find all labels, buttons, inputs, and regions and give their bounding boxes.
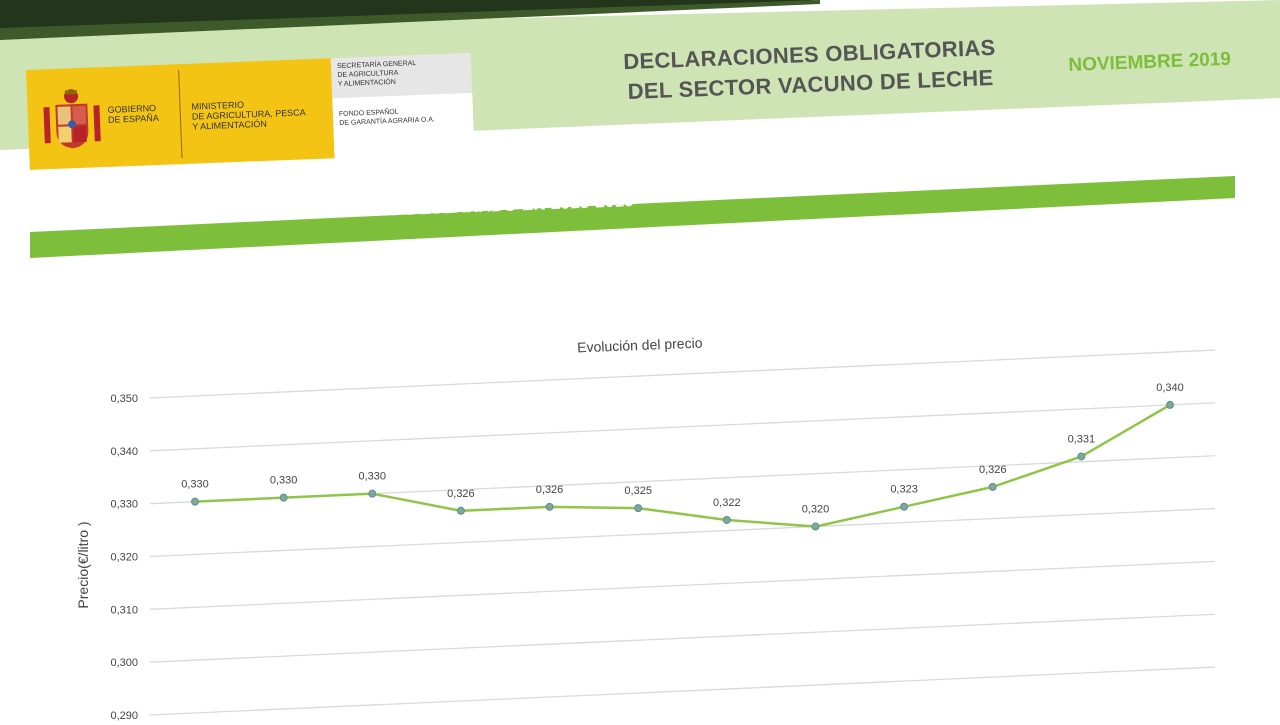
- data-point: [279, 493, 288, 502]
- data-point: [811, 522, 820, 531]
- data-point: [368, 489, 377, 498]
- data-label: 0,326: [979, 464, 1007, 476]
- section-bar-graphic: [30, 176, 1235, 258]
- government-logo-block: GOBIERNO DE ESPAÑA MINISTERIO DE AGRICUL…: [26, 52, 475, 172]
- y-tick-label: 0,340: [110, 446, 138, 458]
- y-tick-label: 0,290: [110, 710, 138, 722]
- y-tick-label: 0,320: [110, 552, 138, 564]
- y-tick-label: 0,330: [110, 499, 138, 511]
- data-point: [456, 506, 465, 515]
- coat-of-arms-icon: [43, 89, 101, 149]
- data-point: [1166, 400, 1174, 409]
- chart-data-labels: 0,330 0,330 0,330 0,326 0,326 0,325 0,322 0,320…: [181, 382, 1184, 516]
- chart-title: Evolución del precio: [577, 335, 703, 356]
- y-tick-label: 0,350: [110, 393, 138, 405]
- chart-points: [191, 400, 1174, 531]
- data-label: 0,330: [359, 471, 387, 483]
- data-point: [1077, 452, 1086, 461]
- data-label: 0,331: [1068, 433, 1096, 445]
- data-point: [722, 515, 731, 524]
- chart-gridlines: [149, 349, 1216, 716]
- data-label: 0,325: [624, 485, 652, 497]
- series-line: [194, 403, 1171, 528]
- data-point: [900, 502, 909, 511]
- data-label: 0,330: [181, 479, 209, 491]
- data-point: [634, 504, 643, 513]
- gridline: [149, 560, 1216, 610]
- gridline: [149, 507, 1216, 558]
- header-dark-band-shade: [0, 0, 820, 40]
- data-point: [191, 497, 199, 506]
- data-label: 0,322: [713, 497, 741, 509]
- chart-y-ticks: 0,350 0,340 0,330 0,320 0,310 0,300 0,290: [110, 393, 138, 722]
- gridline: [149, 402, 1216, 452]
- y-tick-label: 0,310: [110, 604, 138, 616]
- data-label: 0,330: [270, 475, 298, 487]
- data-label: 0,326: [447, 488, 475, 500]
- data-label: 0,323: [890, 484, 918, 496]
- data-label: 0,320: [802, 504, 830, 516]
- gridline: [149, 666, 1216, 716]
- gridline: [149, 613, 1216, 663]
- data-point: [988, 482, 997, 491]
- data-point: [545, 502, 554, 511]
- data-label: 0,326: [536, 484, 564, 496]
- data-label: 0,340: [1156, 382, 1184, 394]
- gridline: [149, 349, 1216, 399]
- chart-y-axis-label: Precio(€/litro ): [75, 521, 91, 608]
- section-bar: [30, 176, 1235, 258]
- y-tick-label: 0,300: [110, 657, 138, 669]
